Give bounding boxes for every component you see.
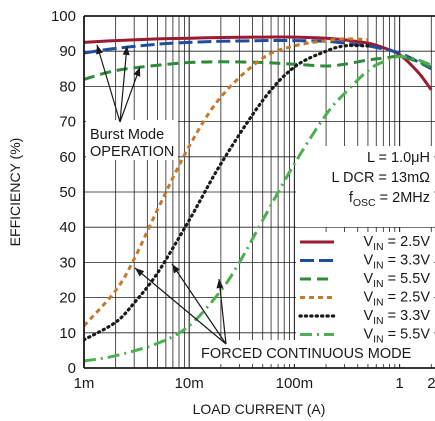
annotation-background [296, 146, 434, 227]
y-tick-label: 90 [59, 43, 76, 60]
y-tick-label: 100 [51, 8, 76, 25]
annotation-backgrounds [86, 120, 434, 364]
condition-dcr: L DCR = 13mΩ [331, 170, 430, 186]
y-tick-label: 80 [59, 78, 76, 95]
x-tick-label: 1m [74, 375, 95, 392]
annotation-arrow [96, 44, 121, 123]
arrow-head [96, 44, 103, 55]
series-line-fc25 [84, 37, 368, 327]
y-tick-label: 30 [59, 254, 76, 271]
arrow-head [172, 264, 180, 274]
legend-label-bm33: VIN = 3.3V [363, 253, 430, 272]
arrow-head [216, 279, 224, 289]
legend-label-fc55: VIN = 5.5V [363, 327, 430, 346]
y-tick-label: 50 [59, 184, 76, 201]
x-axis-title: LOAD CURRENT (A) [193, 401, 326, 417]
x-tick-label: 100m [276, 375, 314, 392]
series-line-fc33 [84, 43, 370, 342]
arrow-head [133, 67, 141, 77]
series-line-bm33 [84, 39, 433, 71]
axes: 0 10 20 30 40 50 60 70 80 90 100 1m 10m 100m 1 2 LOAD CU… [7, 8, 435, 417]
annotation-background [86, 120, 178, 160]
annotation-arrow [134, 267, 227, 345]
annotation-arrows [96, 44, 227, 345]
x-tick-label: 10m [175, 375, 204, 392]
forced-continuous-label: FORCED CONTINUOUS MODE [201, 346, 412, 362]
annotation-background [296, 232, 434, 340]
annotation-arrow [119, 66, 141, 123]
burst-mode-label-line1: Burst Mode [90, 127, 164, 143]
y-tick-label: 70 [59, 114, 76, 131]
annotation-background [196, 340, 434, 364]
legend-label-bm25: VIN = 2.5V [363, 234, 430, 253]
legend-label-fc25: VIN = 2.5V [363, 290, 430, 309]
y-tick-label: 20 [59, 290, 76, 307]
condition-fosc: fOSC = 2MHz [349, 190, 430, 209]
burst-mode-label-line2: OPERATION [90, 144, 174, 160]
legend-label-fc33: VIN = 3.3V [363, 308, 430, 327]
series-line-bm55 [84, 54, 432, 81]
y-axis-title: EFFICIENCY (%) [7, 138, 23, 247]
y-tick-label: 60 [59, 149, 76, 166]
legend-label-bm55: VIN = 5.5V [363, 271, 430, 290]
series-lines [84, 35, 433, 363]
annotation-arrow [218, 278, 227, 345]
annotation-arrow [171, 263, 227, 345]
x-tick-label: 2 [427, 375, 435, 392]
series-line-fc55 [84, 54, 432, 363]
y-tick-label: 10 [59, 325, 76, 342]
arrow-head [135, 268, 145, 277]
y-tick-label: 40 [59, 219, 76, 236]
y-tick-label: 0 [68, 360, 76, 377]
x-tick-label: 1 [395, 375, 403, 392]
annotation-arrow [119, 45, 128, 123]
arrow-head [122, 45, 130, 56]
condition-inductor: L = 1.0μH [367, 150, 430, 166]
